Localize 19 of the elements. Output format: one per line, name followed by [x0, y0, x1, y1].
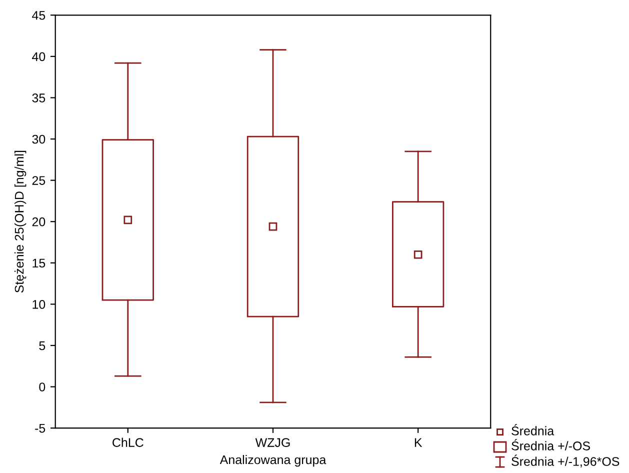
- y-tick-label: 45: [32, 11, 46, 20]
- y-tick-label: 20: [32, 217, 46, 226]
- text: Średnia: [512, 424, 554, 436]
- y-tick-label: 25: [32, 176, 46, 185]
- x-tick-label: ChLC: [112, 438, 144, 447]
- y-axis-title: Stężenie 25(OH)D [ng/ml]: [14, 150, 26, 293]
- x-tick-label: K: [414, 438, 422, 447]
- x-tick-label: WZJG: [255, 438, 290, 447]
- x-axis-title: Analizowana grupa: [220, 454, 326, 467]
- y-tick-label: 0: [39, 382, 46, 392]
- y-tick-label: 10: [32, 300, 46, 309]
- y-tick-label: 35: [32, 94, 46, 102]
- text: Średnia +/-OS: [512, 439, 590, 450]
- text: Średnia +/-1,96*OS: [512, 454, 620, 468]
- y-tick-label: 15: [32, 258, 46, 268]
- y-tick-label: 30: [32, 134, 46, 144]
- y-tick-label: 40: [32, 52, 46, 62]
- y-tick-label: -5: [35, 424, 46, 433]
- y-tick-label: 5: [39, 341, 46, 350]
